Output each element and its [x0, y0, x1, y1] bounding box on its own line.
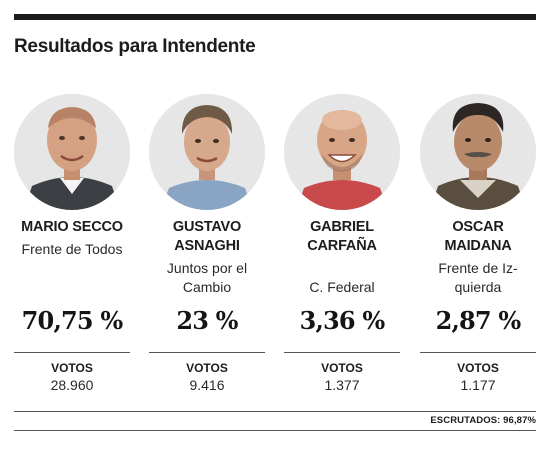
votes-label: VOTOS	[457, 361, 499, 375]
candidate-percentage: 23 %	[176, 306, 238, 335]
candidate-percentage: 2,87 %	[435, 306, 522, 335]
candidate-name: GUSTAVO ASNAGHI	[172, 219, 242, 254]
candidate-divider	[14, 352, 130, 353]
votes-value: 9.416	[189, 377, 225, 393]
candidate-photo	[284, 94, 400, 210]
candidate-divider	[420, 352, 536, 353]
candidate-divider	[284, 352, 400, 353]
votes-label: VOTOS	[51, 361, 93, 375]
candidate-name: MARIO SECCO	[21, 219, 123, 235]
candidate-card: GUSTAVO ASNAGHI Juntos por el Cambio 23 …	[149, 94, 265, 404]
candidates-row: MARIO SECCO Frente de Todos 70,75 % VOTO…	[14, 94, 536, 404]
votes-label: VOTOS	[186, 361, 228, 375]
candidate-name: GABRIEL CARFAÑA	[307, 219, 377, 254]
votes-value: 1.377	[324, 377, 360, 393]
candidate-party: Frente de Iz- quierda	[438, 260, 518, 295]
candidate-party: Juntos por el Cambio	[166, 260, 248, 295]
candidate-percentage: 3,36 %	[299, 306, 386, 335]
candidate-percentage: 70,75 %	[21, 306, 124, 335]
page-title: Resultados para Intendente	[14, 36, 256, 57]
votes-value: 28.960	[50, 377, 94, 393]
top-rule	[14, 14, 536, 20]
footer-divider-top	[14, 411, 536, 412]
candidate-photo	[14, 94, 130, 210]
candidate-name: OSCAR MAIDANA	[444, 219, 512, 254]
votes-label: VOTOS	[321, 361, 363, 375]
candidate-card: MARIO SECCO Frente de Todos 70,75 % VOTO…	[14, 94, 130, 404]
escrutados-status: ESCRUTADOS: 96,87%	[430, 415, 536, 426]
candidate-party: Frente de Todos	[21, 241, 123, 257]
candidate-card: GABRIEL CARFAÑA C. Federal 3,36 % VOTOS …	[284, 94, 400, 404]
candidate-party: C. Federal	[309, 279, 375, 295]
candidate-photo	[420, 94, 536, 210]
footer-divider-bottom	[14, 430, 536, 431]
candidate-card: OSCAR MAIDANA Frente de Iz- quierda 2,87…	[420, 94, 536, 404]
candidate-divider	[149, 352, 265, 353]
votes-value: 1.177	[460, 377, 496, 393]
candidate-photo	[149, 94, 265, 210]
